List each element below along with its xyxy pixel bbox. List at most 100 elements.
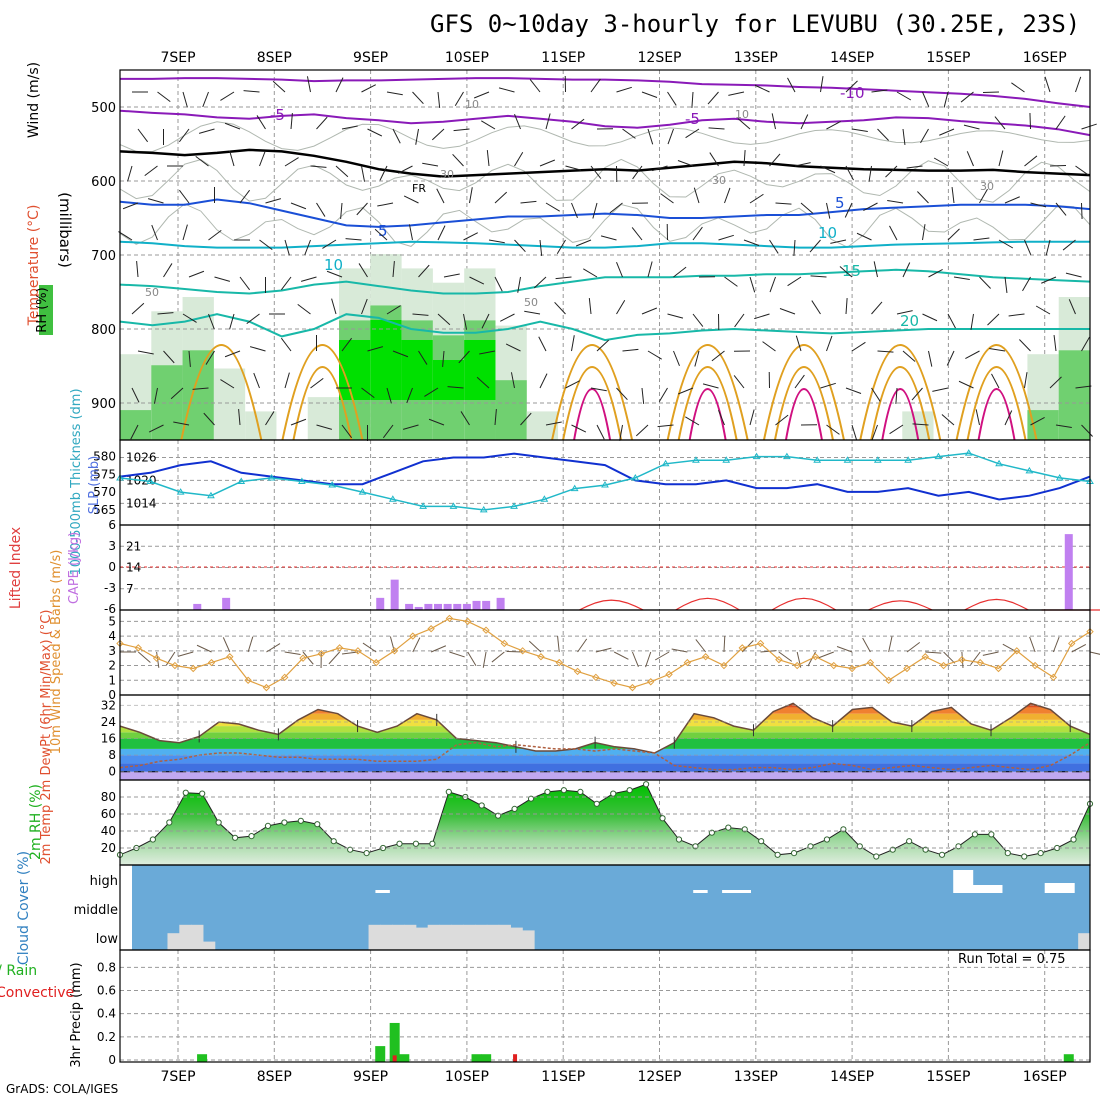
wind-barb [300,276,317,282]
wind-barb [953,276,970,280]
wind-barb [500,313,515,322]
wind-barb [306,76,311,93]
wind-barb [800,202,814,214]
cloud-tick-label: high [90,874,118,889]
temp-color-band [120,738,1090,749]
wind-barb [554,301,566,315]
top-date-label: 12SEP [638,50,682,66]
wind-barb [616,86,632,93]
wind-barb [403,195,419,204]
wind-barb [224,122,241,130]
wind-barb [136,261,139,278]
thickness-marker [904,456,913,463]
wind-barb [1024,155,1038,167]
wind-barb [987,313,1000,326]
wind-barb [1055,115,1066,130]
surface-wind-barb [1071,644,1087,653]
thickness-marker [449,502,458,509]
wind-speed-marker [939,661,948,670]
wind-barb [331,298,337,315]
surface-wind-barb [528,640,542,653]
precip-legend-total: Total / Rain [0,963,37,979]
wind-barb [188,270,205,278]
wind-barb [259,239,273,251]
wind-barb [820,165,836,174]
wind-barb [326,270,343,278]
wind-barb [851,424,858,441]
wind-barb [749,276,756,293]
wind-barb [619,424,623,441]
wind-barb [272,80,286,93]
wind-barb [118,231,133,241]
wind-barb [912,423,929,426]
wind-barb [469,276,485,285]
wind-barb [1055,424,1072,428]
wind-barb [958,380,974,389]
warm-isotherm-arch [180,344,263,441]
wind-barb [667,128,674,145]
wind-barb [431,128,445,141]
wind-speed-marker [738,644,746,652]
wind-barb [877,128,889,141]
wind-barb [151,224,158,241]
wind-barb [1049,376,1062,389]
wind-barb [498,87,515,93]
wind-barb [749,193,764,204]
wind-barb [820,76,824,93]
cape-tick-label: 21 [126,539,141,553]
wind-barb [677,160,694,167]
wind-barb [826,335,833,352]
rh-marker [281,819,288,826]
wind-barb [685,416,700,426]
wind-barb [647,261,653,278]
bottom-date-label: 13SEP [734,1069,778,1085]
low-cloud-bar [498,924,511,950]
high-cloud-bar [722,890,751,893]
wind-barb [928,350,933,367]
wind-barb [398,165,413,174]
wind-barb [810,275,827,278]
temp-line [119,702,1091,754]
rh-marker [149,836,156,843]
warm-isotherm-arch [881,388,920,441]
wind-barb [922,91,930,107]
wind-barb [524,310,541,315]
precip-convective-bar [513,1054,518,1062]
bottom-date-label: 12SEP [638,1069,682,1085]
wind-barb [991,373,1000,389]
rh-marker [544,788,551,796]
wind-barb [826,424,840,435]
wind-barb [844,202,853,218]
wind-barb [571,424,587,433]
thickness-marker [843,456,852,463]
wind-barb [616,261,623,278]
top-date-label: 10SEP [445,50,489,66]
wind-barb [787,276,802,287]
precip-total-bar [389,1022,400,1062]
wind-barb [1081,123,1097,130]
rh-contour [119,203,1091,248]
wind-barb [616,300,626,315]
low-cloud-bar [167,933,180,950]
wind-speed-marker [390,647,399,655]
wind-barb [192,387,209,390]
wind-tick-label: 1 [108,673,116,687]
wind-barb [851,341,866,352]
rh-marker [955,843,962,850]
isotherm-5 [119,198,1091,228]
top-date-label: 16SEP [1023,50,1067,66]
wind-barb [826,121,841,130]
wind-barb [545,202,560,212]
wind-barb [571,202,578,219]
wind-barb [127,165,133,182]
thickness-marker [419,502,428,509]
thickness-tick-label: 575 [93,467,116,481]
rh-marker [429,840,436,847]
warm-isotherm-arch [784,388,823,441]
isotherm-label: 5 [378,222,388,240]
wind-barb [310,165,327,168]
high-cloud-bar [953,870,974,893]
wind-barb [933,157,949,167]
wind-speed-marker [756,639,765,648]
